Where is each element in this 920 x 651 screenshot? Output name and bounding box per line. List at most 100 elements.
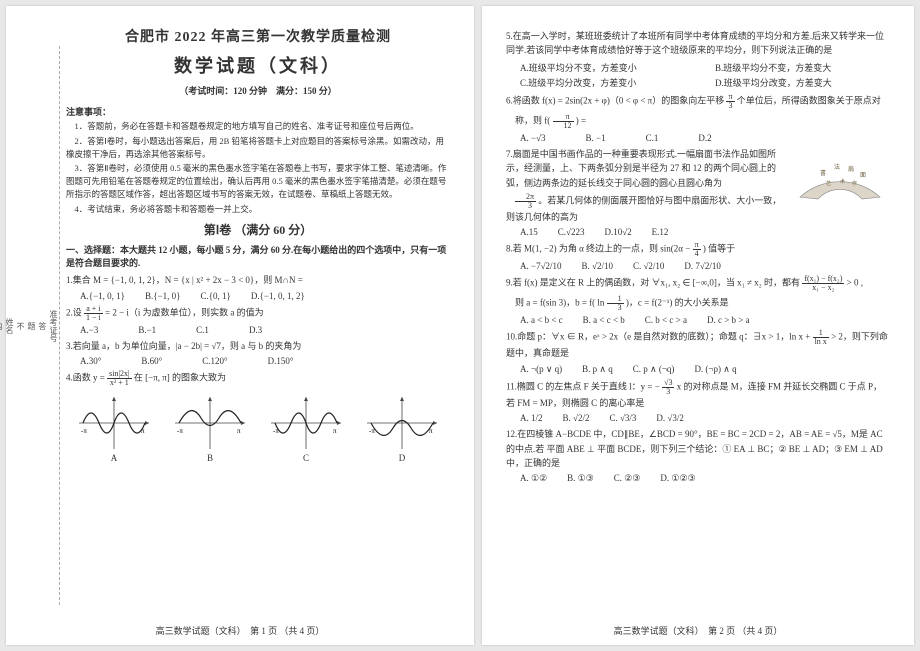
- opt-a: A.30°: [80, 356, 101, 366]
- graph-label: B: [171, 453, 249, 463]
- svg-text:作: 作: [852, 180, 857, 187]
- opt-d: E.12: [652, 227, 669, 237]
- opt-b: B. −1: [586, 133, 606, 143]
- side-label: 答: [37, 322, 48, 330]
- graph-a-svg: -ππ: [75, 393, 153, 453]
- binding-strip: 准考证号 答 题 不 姓名 内 线 封 密 班级 学校: [12, 46, 60, 605]
- opt-a: A. ¬(p ∨ q): [520, 364, 562, 375]
- notice-text: 答第Ⅱ卷时，必须使用 0.5 毫米的黑色墨水签字笔在答题卷上书写，要求字体工整、…: [66, 163, 446, 199]
- question-6-options: A. −√3 B. −1 C.1 D.2: [520, 133, 890, 143]
- fraction: 1ln x: [813, 329, 829, 346]
- svg-text:-π: -π: [177, 427, 183, 435]
- q-text: 在 [−π, π] 的图象大致为: [134, 373, 226, 383]
- frac-den: x₁ − x₂: [802, 284, 844, 292]
- question-2-options: A.−3 B.−1 C.1 D.3: [80, 325, 450, 335]
- opt-c: C. √2/10: [633, 261, 664, 271]
- opt-a: A. −7√2/10: [520, 261, 562, 271]
- page-1-footer: 高三数学试题（文科） 第 1 页 （共 4 页）: [6, 624, 474, 637]
- page-1: 准考证号 答 题 不 姓名 内 线 封 密 班级 学校 合肥市 2022 年高三…: [6, 6, 474, 645]
- fan-figure: 書 法 扇 面 艺 术 作: [790, 147, 890, 205]
- question-3: 3.若向量 a，b 为单位向量，|a − 2b| = √7，则 a 与 b 的夹…: [66, 339, 450, 353]
- frac-den: 4: [693, 250, 701, 258]
- q-text: 个单位后，所得函数图象关于原点对: [737, 95, 881, 105]
- svg-text:-π: -π: [369, 427, 375, 435]
- opt-b: B.班级平均分不变，方差变大: [715, 61, 890, 74]
- opt-b: B.−1: [138, 325, 156, 335]
- notice-text: 答题前，务必在答题卡和答题卷规定的地方填写自己的姓名、准考证号和座位号后两位。: [87, 121, 419, 131]
- notice-item: 2．答第Ⅰ卷时，每小题选出答案后，用 2B 铅笔将答题卡上对应题目的答案标号涂黑…: [66, 135, 450, 161]
- question-11-options: A. 1/2 B. √2/2 C. √3/3 D. √3/2: [520, 413, 890, 423]
- graph-option-b: -π π B: [171, 393, 249, 463]
- graph-label: C: [267, 453, 345, 463]
- question-5: 5.在高一入学时，某班班委统计了本班所有同学中考体育成绩的平均分和方差.后来又转…: [506, 29, 890, 58]
- question-12: 12.在四棱锥 A−BCDE 中，CD∥BE，∠BCD = 90°，BE = B…: [506, 427, 890, 470]
- graph-option-d: -ππ D: [363, 393, 441, 463]
- question-5-options: A.班级平均分不变，方差变小 B.班级平均分不变，方差变大 C.班级平均分改变，…: [520, 61, 890, 89]
- frac-den: x² + 1: [107, 379, 132, 387]
- frac-den: 1 − i: [84, 314, 103, 322]
- opt-a: A. ①②: [520, 473, 547, 484]
- opt-d: D.{−1, 0, 1, 2}: [251, 291, 305, 301]
- q-text: = 2 − i（i 为虚数单位），则实数 a 的值为: [105, 307, 264, 317]
- svg-text:面: 面: [860, 172, 866, 179]
- opt-a: A.班级平均分不变，方差变小: [520, 61, 695, 74]
- graph-option-a: -ππ A: [75, 393, 153, 463]
- opt-a: A.15: [520, 227, 538, 237]
- question-2: 2.设 a + i1 − i = 2 − i（i 为虚数单位），则实数 a 的值…: [66, 305, 450, 322]
- svg-text:π: π: [141, 427, 145, 435]
- opt-a: A. −√3: [520, 133, 546, 143]
- question-10-options: A. ¬(p ∨ q) B. p ∧ q C. p ∧ (¬q) D. (¬p)…: [520, 364, 890, 375]
- q-text: )，c = f(2⁻¹) 的大小关系是: [626, 298, 729, 308]
- graph-label: A: [75, 453, 153, 463]
- opt-d: D. c > b > a: [707, 315, 750, 325]
- page-2: 5.在高一入学时，某班班委统计了本班所有同学中考体育成绩的平均分和方差.后来又转…: [482, 6, 914, 645]
- opt-d: D. 7√2/10: [684, 261, 720, 271]
- opt-c: C.1: [196, 325, 209, 335]
- question-1-options: A.{−1, 0, 1} B.{−1, 0} C.{0, 1} D.{−1, 0…: [80, 291, 450, 301]
- opt-c: C.{0, 1}: [200, 291, 230, 301]
- q-text: 6.将函数 f(x) = 2sin(2x + φ)（0 < φ < π）的图象向…: [506, 95, 726, 105]
- opt-a: A.−3: [80, 325, 98, 335]
- opt-b: C.√223: [558, 227, 585, 237]
- fraction: a + i1 − i: [84, 305, 103, 322]
- question-10: 10.命题 p：∀x ∈ R，eˣ > 2x（e 是自然对数的底数）；命题 q：…: [506, 329, 890, 360]
- opt-b: B.60°: [141, 356, 162, 366]
- fraction: sin|2x|x² + 1: [107, 370, 132, 387]
- question-6b: 称，则 f( π12 ) =: [506, 113, 890, 130]
- svg-text:-π: -π: [273, 427, 279, 435]
- notice-text: 答第Ⅰ卷时，每小题选出答案后，用 2B 铅笔将答题卡上对应题目的答案标号涂黑。如…: [66, 136, 444, 159]
- svg-text:术: 术: [840, 178, 845, 185]
- frac-den: ln x: [813, 338, 829, 346]
- opt-c: C.班级平均分改变，方差变小: [520, 76, 695, 89]
- q-text: 9.若 f(x) 是定义在 R 上的偶函数，对 ∀x₁, x₂ ∈ [−∞,0]…: [506, 278, 802, 288]
- frac-den: 3: [607, 304, 624, 312]
- opt-c: C.120°: [202, 356, 227, 366]
- svg-text:扇: 扇: [848, 165, 854, 173]
- frac-den: 3: [726, 102, 734, 110]
- notice-item: 1．答题前，务必在答题卡和答题卷规定的地方填写自己的姓名、准考证号和座位号后两位…: [66, 120, 450, 133]
- side-label: 准考证号: [48, 310, 59, 342]
- question-1: 1.集合 M = {−1, 0, 1, 2}，N = {x | x² + 2x …: [66, 273, 450, 287]
- opt-d: D. ①②③: [660, 473, 695, 484]
- opt-c: C. b < c > a: [645, 315, 687, 325]
- graph-d-svg: -ππ: [363, 393, 441, 453]
- question-9: 9.若 f(x) 是定义在 R 上的偶函数，对 ∀x₁, x₂ ∈ [−∞,0]…: [506, 275, 890, 292]
- frac-den: 3: [662, 388, 674, 396]
- fraction: π3: [726, 93, 734, 110]
- question-8-options: A. −7√2/10 B. √2/10 C. √2/10 D. 7√2/10: [520, 261, 890, 271]
- svg-text:π: π: [237, 427, 241, 435]
- svg-text:π: π: [333, 427, 337, 435]
- exam-meta: （考试时间：120 分钟 满分：150 分）: [66, 84, 450, 97]
- opt-a: A.{−1, 0, 1}: [80, 291, 125, 301]
- side-label: 题: [26, 322, 37, 330]
- fraction: f(x₁) − f(x₂)x₁ − x₂: [802, 275, 844, 292]
- svg-text:法: 法: [834, 163, 840, 171]
- exam-header: 合肥市 2022 年高三第一次教学质量检测: [66, 26, 450, 46]
- opt-a: A. a < b < c: [520, 315, 563, 325]
- graph-option-c: -π π C: [267, 393, 345, 463]
- q-text: 10.命题 p：∀x ∈ R，eˣ > 2x（e 是自然对数的底数）；命题 q：…: [506, 332, 813, 342]
- fraction: 2π3: [515, 193, 536, 210]
- side-label: 内: [0, 322, 4, 330]
- q-text: 4.函数 y =: [66, 373, 107, 383]
- opt-b: B.{−1, 0}: [145, 291, 180, 301]
